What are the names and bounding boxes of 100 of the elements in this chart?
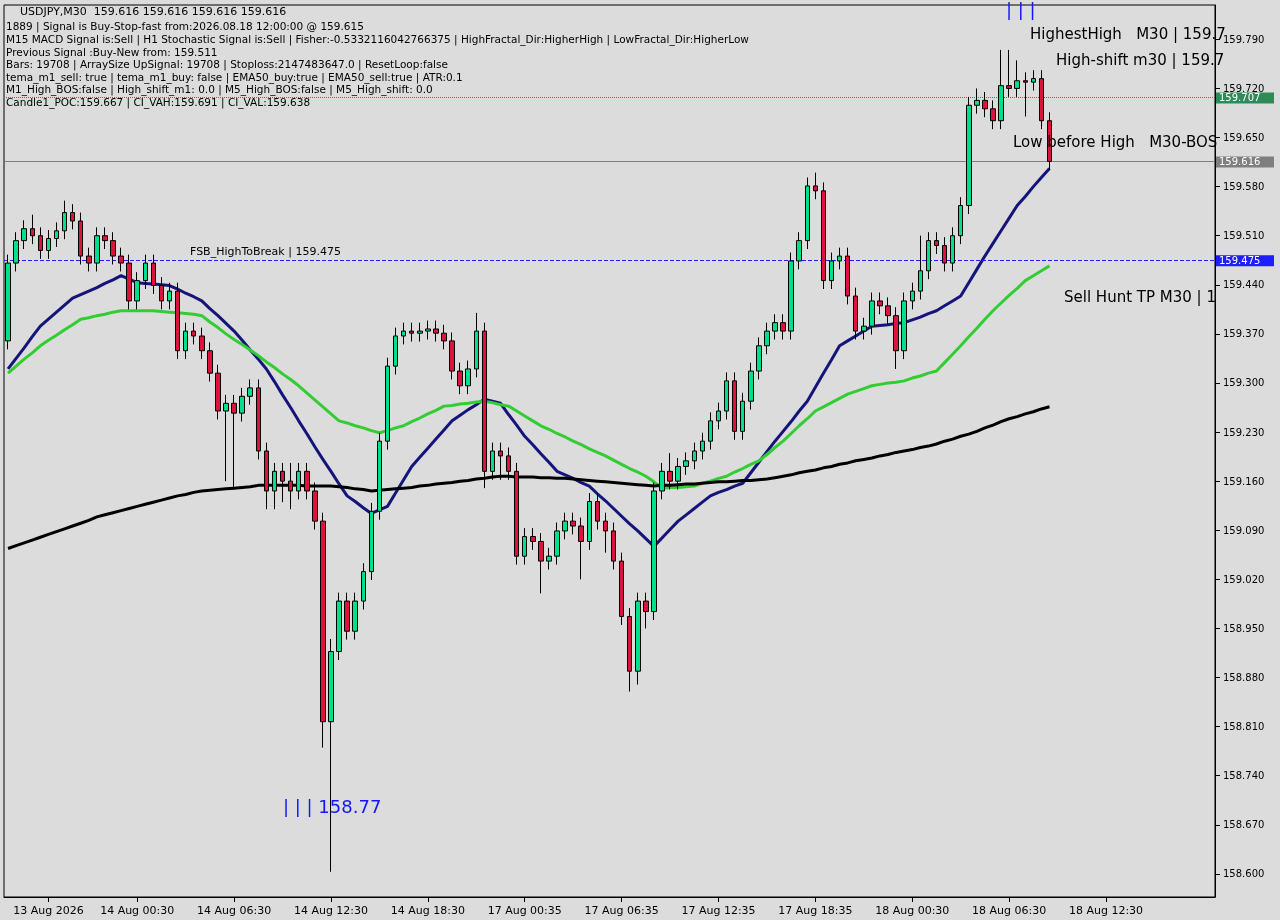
chart-title: USDJPY,M30 159.616 159.616 159.616 159.616 <box>20 5 287 18</box>
candlestick <box>667 452 673 491</box>
y-tick-label: 159.440 <box>1223 279 1265 291</box>
candlestick <box>151 254 156 295</box>
candlestick <box>304 462 310 500</box>
candlestick <box>126 254 132 310</box>
candlestick <box>320 512 326 749</box>
candlestick <box>675 457 681 491</box>
candlestick <box>385 357 390 451</box>
y-tick-label: 158.670 <box>1223 819 1265 831</box>
candlestick <box>352 592 358 641</box>
candlestick <box>910 282 915 310</box>
candlestick <box>272 462 277 510</box>
candlestick <box>344 592 350 641</box>
candlestick <box>78 212 83 265</box>
candlestick <box>393 327 398 376</box>
candlestick <box>21 219 27 250</box>
y-tick-label: 158.810 <box>1223 721 1265 733</box>
candlestick <box>401 322 406 345</box>
candlestick <box>869 292 875 336</box>
candlestick <box>724 371 729 420</box>
candlestick <box>829 252 834 290</box>
candlestick <box>740 392 745 441</box>
candlestick <box>974 87 980 115</box>
candlestick <box>94 226 100 272</box>
candlestick <box>619 552 624 626</box>
x-tick-label: 17 Aug 00:35 <box>487 904 562 917</box>
y-tick-label: 158.600 <box>1223 868 1265 880</box>
x-tick-label: 18 Aug 06:30 <box>972 904 1047 917</box>
candlestick <box>861 317 867 340</box>
y-tick-label: 159.160 <box>1223 475 1265 487</box>
candlestick <box>498 442 503 481</box>
candlestick <box>256 378 261 460</box>
candlestick <box>732 371 737 441</box>
x-tick-label: 14 Aug 18:30 <box>390 904 465 917</box>
candlestick <box>425 320 431 340</box>
y-tick-label: 159.300 <box>1223 377 1265 389</box>
candlestick <box>199 327 205 360</box>
x-tick-label: 13 Aug 2026 <box>13 904 84 917</box>
text: 159.475 <box>1219 254 1261 266</box>
candlestick <box>708 411 713 451</box>
candlestick <box>369 502 374 581</box>
candlestick <box>716 402 721 430</box>
candlestick <box>805 177 810 250</box>
candlestick <box>901 292 907 360</box>
candlestick <box>134 271 140 310</box>
candlestick <box>788 252 794 340</box>
candlestick <box>312 482 318 531</box>
candlestick <box>13 231 19 272</box>
x-tick-label: 17 Aug 18:35 <box>778 904 853 917</box>
candlestick <box>280 462 285 503</box>
candlestick <box>215 364 221 420</box>
candlestick <box>926 231 931 280</box>
candlestick <box>143 254 148 290</box>
candlestick <box>837 247 842 270</box>
candlestick <box>417 322 423 343</box>
candlestick <box>821 181 826 290</box>
candlestick <box>288 462 293 510</box>
candlestick <box>1031 69 1036 92</box>
candlestick <box>361 562 366 610</box>
x-tick-label: 14 Aug 06:30 <box>197 904 272 917</box>
candlestick <box>465 360 471 395</box>
annotation: | | | <box>1006 0 1036 20</box>
candlestick <box>239 387 245 423</box>
y-tick-label: 158.950 <box>1223 622 1265 634</box>
candlestick <box>457 362 463 395</box>
candlestick <box>635 592 641 686</box>
annotation: Sell Hunt TP M30 | 1 <box>1064 287 1216 306</box>
text: 1889 | Signal is Buy-Stop-fast from:2026.08.18 12:00:00 @ 159.615 M15 MACD Signal is:Sell | H1 Stochastic Signal is:Sell | Fisher:-0.5332116042766375 | HighFractal_Dir:HigherHigh | LowFractal_Dir:HigherLow Previous Signal :Buy-New from: 159.511 Bars: 19708 | ArraySize UpSignal: 19708 | Stoploss:2147483647.0 | ResetLoop:false tema_m1_sell: true | tema_m1_buy: false | EMA50_buy:true | EMA50_sell:true | ATR:0.1 M1_High_BOS:false | High_shift_m1: 0.0 | M5_High_BOS:false | M5_High_shift: 0.0 Candle1_POC:159.667 | CI_VAH:159.691 | CI_VAL:159.638 <box>6 20 750 109</box>
candlestick <box>780 313 786 340</box>
candlestick <box>441 324 447 350</box>
candlestick <box>54 221 59 248</box>
candlestick <box>62 200 67 240</box>
ref-line-label: 159.707 <box>1219 92 1261 104</box>
candlestick <box>167 282 172 310</box>
candlestick <box>692 442 697 470</box>
candlestick <box>191 322 196 345</box>
x-tick-label: 14 Aug 00:30 <box>100 904 175 917</box>
y-tick-label: 158.880 <box>1223 672 1265 684</box>
candlestick <box>853 287 858 340</box>
candlestick <box>490 442 495 481</box>
y-tick-label: 158.740 <box>1223 770 1265 782</box>
y-tick-label: 159.230 <box>1223 426 1265 438</box>
candlestick <box>30 214 35 245</box>
candlestick <box>982 91 988 118</box>
candlestick <box>159 276 164 310</box>
candlestick <box>756 336 762 380</box>
candlestick <box>700 432 705 460</box>
candlestick <box>296 462 301 500</box>
candlestick <box>530 527 536 551</box>
candlestick <box>554 522 560 566</box>
candlestick <box>433 320 439 343</box>
ref-line-label: FSB_HighToBreak | 159.475 <box>190 245 341 259</box>
candlestick <box>264 442 269 510</box>
candlestick <box>918 235 923 301</box>
candlestick <box>998 49 1004 130</box>
candlestick <box>990 99 996 130</box>
candlestick <box>247 378 253 406</box>
candlestick <box>449 331 455 380</box>
candlestick <box>950 226 955 272</box>
